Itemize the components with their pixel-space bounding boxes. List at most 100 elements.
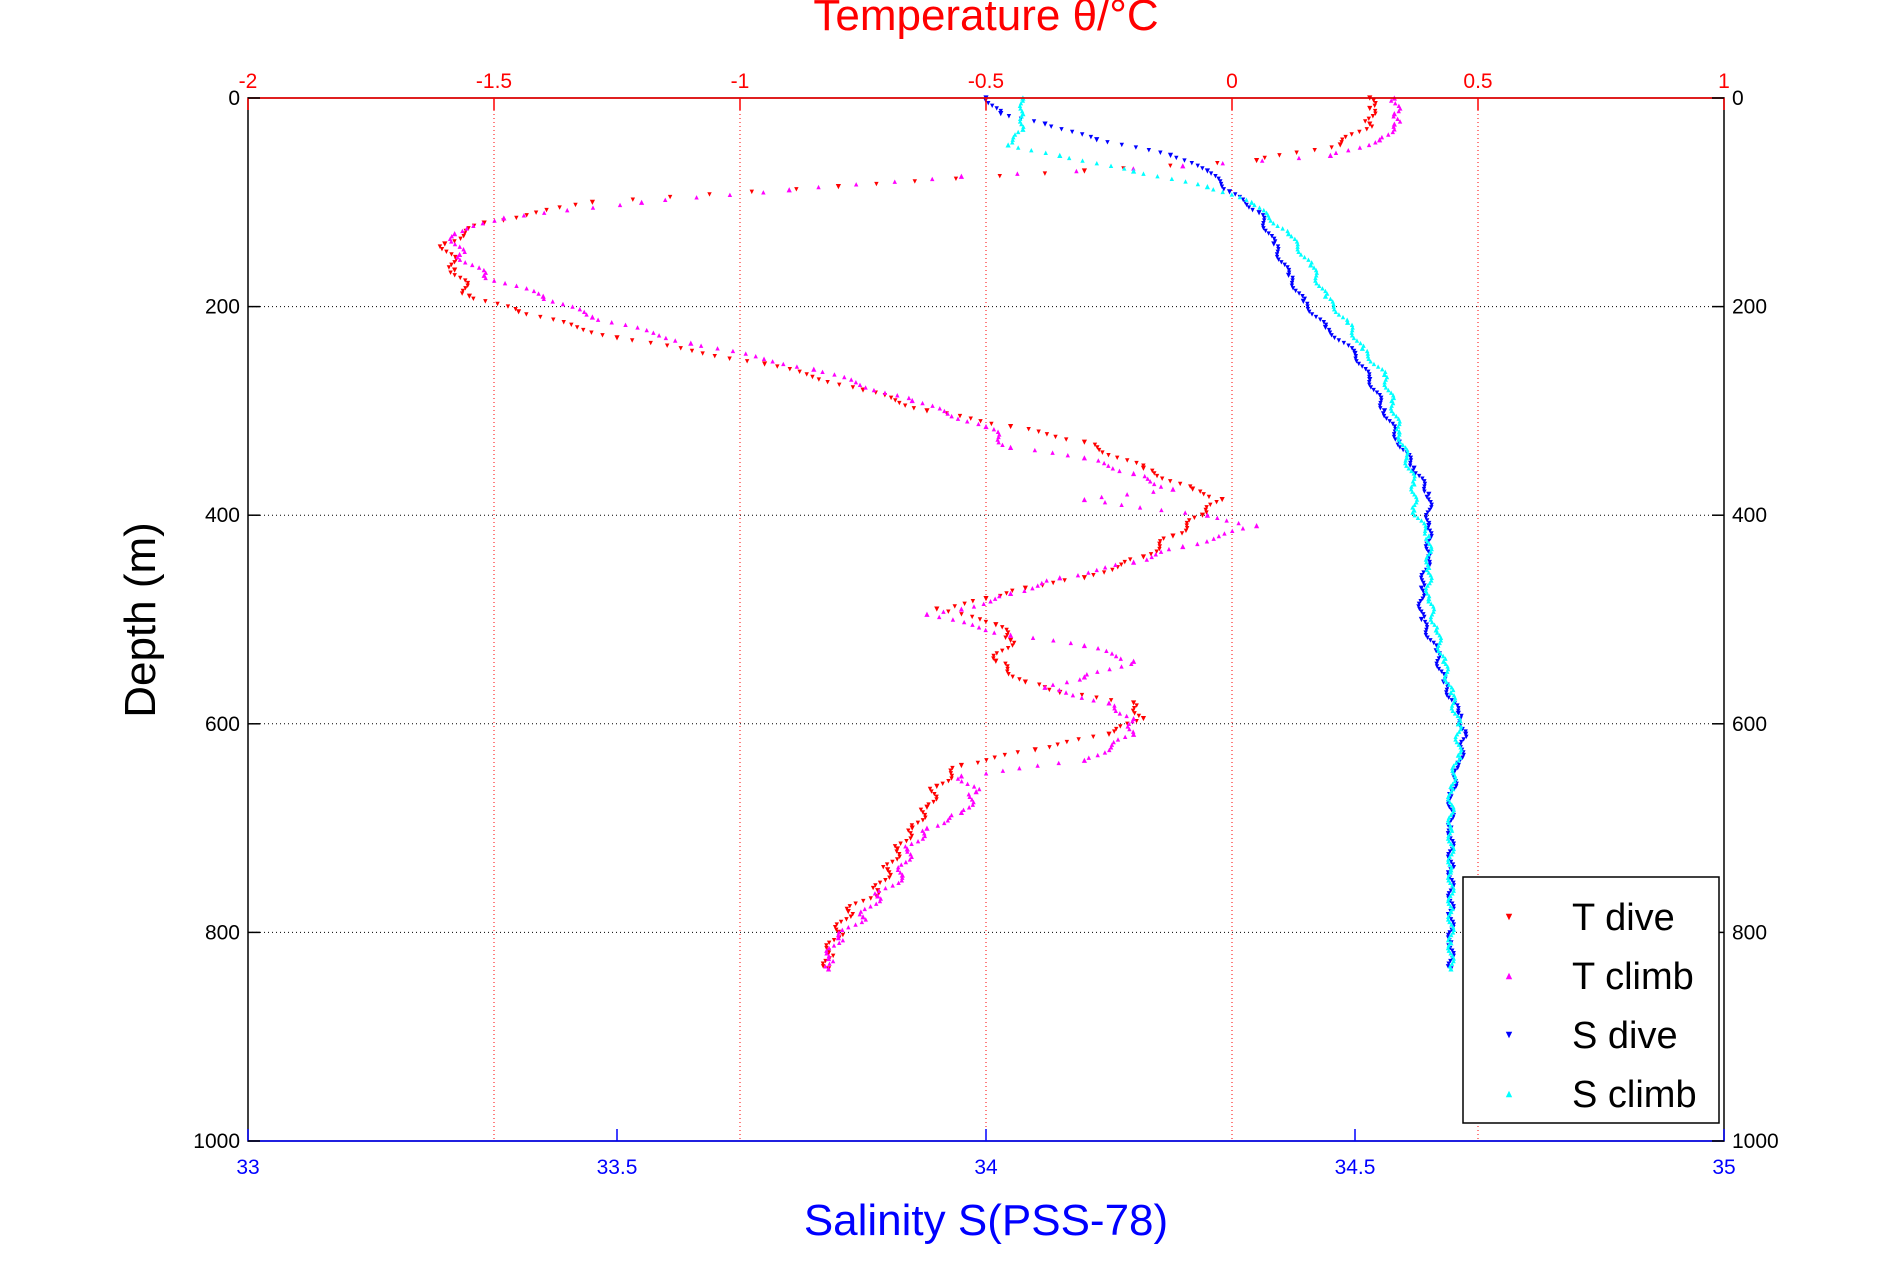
- data-point: [1410, 510, 1415, 515]
- data-point: [1349, 346, 1355, 351]
- series-t-dive: [437, 95, 1378, 972]
- data-point: [1035, 583, 1040, 588]
- data-point: [1292, 236, 1298, 242]
- data-point: [1004, 627, 1009, 633]
- data-point: [1396, 434, 1401, 440]
- data-point: [1256, 210, 1262, 216]
- data-point: [561, 320, 566, 325]
- data-point: [1448, 958, 1453, 964]
- data-point: [1000, 648, 1005, 653]
- chart-title: Temperature θ/°C: [813, 0, 1158, 40]
- data-point: [1124, 492, 1130, 497]
- data-point: [847, 904, 853, 909]
- data-point: [1446, 857, 1451, 862]
- data-point: [1448, 940, 1454, 946]
- data-point: [1451, 958, 1456, 964]
- data-point: [1157, 539, 1163, 544]
- data-point: [471, 296, 476, 301]
- data-point: [1003, 661, 1008, 667]
- data-point: [1367, 380, 1372, 385]
- data-point: [1446, 797, 1451, 802]
- data-point: [1015, 129, 1021, 135]
- data-point: [1426, 497, 1431, 502]
- data-point: [958, 809, 964, 816]
- data-point: [574, 325, 580, 330]
- data-point: [1423, 515, 1429, 521]
- data-point: [1125, 724, 1130, 729]
- data-point: [513, 307, 518, 312]
- data-point: [1367, 121, 1373, 127]
- data-point: [1122, 166, 1127, 171]
- data-point: [1412, 492, 1417, 497]
- data-point: [1391, 114, 1396, 119]
- data-point: [1412, 502, 1417, 507]
- data-point: [1449, 698, 1454, 703]
- data-point: [1271, 241, 1277, 247]
- data-point: [823, 964, 828, 969]
- legend-marker: [1505, 972, 1513, 980]
- data-point: [1366, 142, 1372, 148]
- data-point: [1340, 137, 1345, 142]
- data-point: [1102, 499, 1108, 505]
- data-point: [1130, 729, 1136, 734]
- data-point: [1220, 189, 1225, 195]
- data-point: [1158, 484, 1164, 489]
- data-point: [1459, 724, 1464, 729]
- data-point: [1446, 961, 1451, 966]
- data-point: [1099, 494, 1104, 500]
- data-point: [1219, 184, 1225, 189]
- data-point: [1285, 272, 1292, 278]
- data-point: [1157, 544, 1162, 549]
- data-point: [1081, 642, 1087, 649]
- data-point: [1091, 572, 1096, 578]
- data-point: [1128, 557, 1133, 562]
- data-point: [495, 301, 500, 307]
- data-point: [1141, 463, 1146, 468]
- right-tick-label: 400: [1732, 504, 1767, 527]
- data-point: [1449, 878, 1455, 883]
- data-point: [1216, 533, 1222, 539]
- data-point: [623, 322, 628, 328]
- data-point: [1032, 747, 1038, 753]
- data-point: [1107, 747, 1112, 753]
- data-point: [1411, 481, 1417, 487]
- data-point: [1293, 288, 1298, 294]
- data-point: [1425, 583, 1430, 588]
- data-point: [531, 288, 537, 294]
- data-point: [983, 596, 989, 602]
- data-point: [1427, 580, 1432, 586]
- data-point: [1294, 150, 1299, 155]
- data-point: [1010, 588, 1015, 594]
- data-point: [1039, 580, 1045, 586]
- data-point: [1391, 111, 1397, 117]
- data-point: [909, 833, 915, 839]
- bottom-tick-label: 34.5: [1335, 1156, 1376, 1179]
- data-point: [1449, 851, 1454, 857]
- data-point: [1266, 231, 1271, 236]
- data-point: [1449, 932, 1454, 938]
- data-point: [570, 304, 575, 309]
- data-point: [1452, 695, 1458, 700]
- data-point: [1450, 838, 1455, 844]
- data-point: [946, 778, 951, 784]
- data-point: [1189, 160, 1195, 166]
- data-point: [1152, 481, 1157, 487]
- data-point: [1422, 484, 1427, 489]
- data-point: [770, 359, 775, 364]
- data-point: [1081, 757, 1087, 763]
- data-point: [1444, 690, 1449, 695]
- data-point: [1102, 750, 1108, 755]
- data-point: [471, 223, 476, 228]
- data-point: [1010, 643, 1015, 648]
- data-point: [1426, 552, 1432, 557]
- data-point: [712, 353, 717, 359]
- data-point: [1366, 356, 1371, 361]
- data-point: [1302, 296, 1308, 301]
- data-point: [948, 768, 953, 773]
- data-point: [1257, 205, 1262, 210]
- data-point: [1455, 721, 1461, 727]
- data-point: [577, 307, 583, 312]
- data-point: [1042, 684, 1048, 690]
- data-point: [651, 330, 656, 335]
- top-tick-label: -1: [731, 70, 750, 93]
